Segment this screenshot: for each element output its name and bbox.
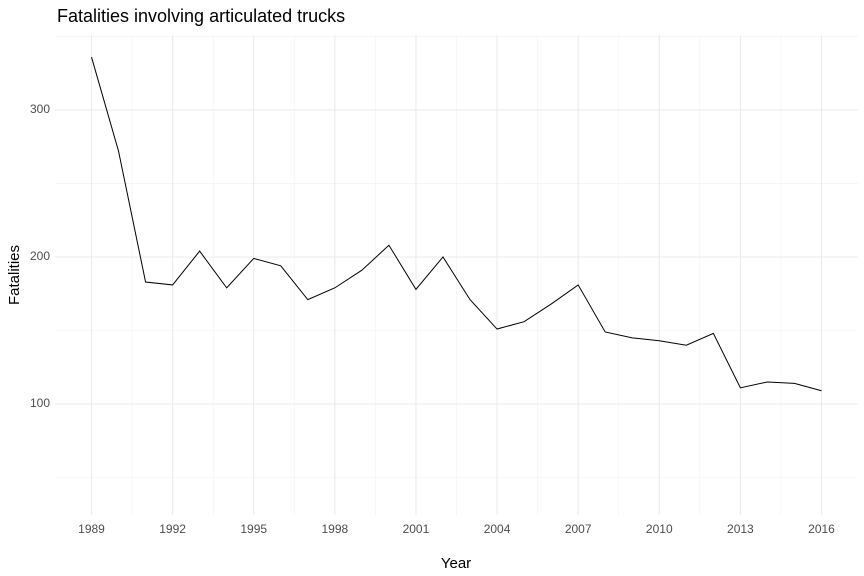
- x-axis-label: Year: [441, 555, 471, 572]
- x-tick-label: 2004: [484, 522, 511, 536]
- data-line: [91, 56, 822, 392]
- x-tick-label: 2013: [727, 522, 754, 536]
- x-tick-label: 2001: [403, 522, 430, 536]
- x-tick-label: 2016: [808, 522, 835, 536]
- y-axis-label: Fatalities: [6, 245, 23, 305]
- x-tick-label: 1998: [321, 522, 348, 536]
- x-tick-label: 2010: [646, 522, 673, 536]
- x-tick-label: 2007: [565, 522, 592, 536]
- chart-title: Fatalities involving articulated trucks: [57, 6, 345, 26]
- x-tick-label: 1995: [240, 522, 267, 536]
- y-tick-label: 300: [30, 102, 50, 116]
- y-tick-label: 100: [30, 396, 50, 410]
- x-tick-label: 1989: [78, 522, 105, 536]
- y-tick-label: 200: [30, 249, 50, 263]
- x-tick-label: 1992: [159, 522, 186, 536]
